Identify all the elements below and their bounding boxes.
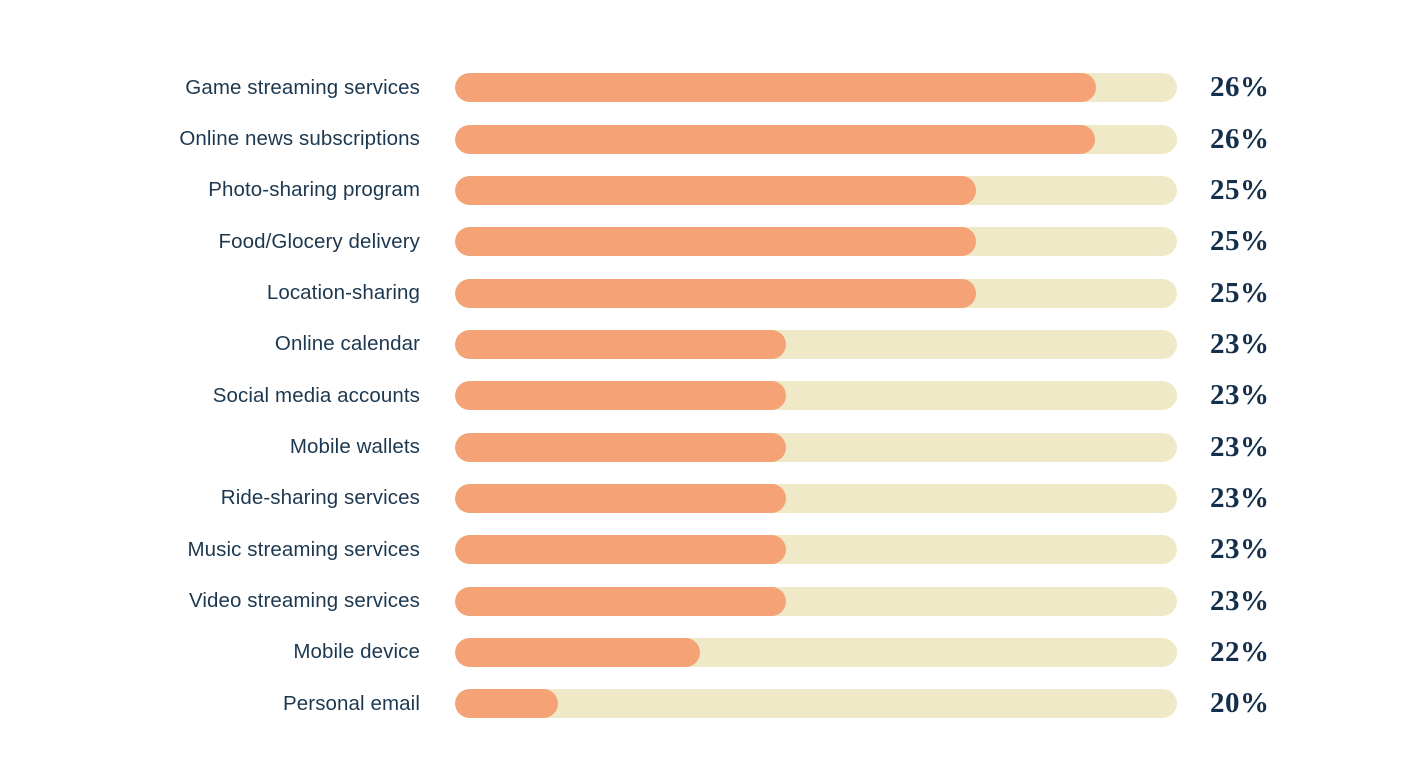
bar-value: 25% [1210, 276, 1270, 309]
bar-value: 25% [1210, 225, 1270, 258]
bar-value: 23% [1210, 481, 1270, 514]
bar-value: 23% [1210, 379, 1270, 412]
bar-fill [455, 535, 787, 565]
bar-label: Food/Glocery delivery [218, 229, 420, 253]
bar-value: 23% [1210, 327, 1270, 360]
bar-track [455, 637, 1177, 667]
bar-fill [455, 637, 700, 667]
bar-value: 26% [1210, 122, 1270, 155]
bar-row: Ride-sharing services 23% [0, 473, 1404, 524]
bar-track [455, 586, 1177, 616]
bar-row: Mobile wallets 23% [0, 421, 1404, 472]
bar-label: Game streaming services [185, 75, 420, 99]
bar-value: 20% [1210, 687, 1270, 720]
bar-fill [455, 432, 786, 462]
bar-row: Personal email 20% [0, 678, 1404, 729]
horizontal-bar-chart: Game streaming services 26% Online news … [0, 62, 1404, 729]
bar-row: Photo-sharing program 25% [0, 165, 1404, 216]
bar-track [455, 432, 1177, 462]
bar-track [455, 227, 1177, 257]
bar-track [455, 329, 1177, 359]
bar-fill [455, 483, 787, 513]
bar-row: Music streaming services 23% [0, 524, 1404, 575]
bar-row: Game streaming services 26% [0, 62, 1404, 113]
bar-fill [455, 329, 786, 359]
bar-fill [455, 73, 1097, 103]
bar-track [455, 73, 1177, 103]
bar-value: 23% [1210, 533, 1270, 566]
bar-row: Social media accounts 23% [0, 370, 1404, 421]
bar-fill [455, 381, 786, 411]
bar-label: Ride-sharing services [220, 486, 420, 510]
bar-value: 23% [1210, 584, 1270, 617]
bar-label: Photo-sharing program [208, 178, 420, 202]
bar-value: 25% [1210, 173, 1270, 206]
bar-track [455, 535, 1177, 565]
bar-label: Location-sharing [266, 281, 420, 305]
bar-fill [455, 586, 787, 616]
bar-value: 23% [1210, 430, 1270, 463]
bar-row: Food/Glocery delivery 25% [0, 216, 1404, 267]
chart-rows: Game streaming services 26% Online news … [0, 62, 1404, 729]
bar-track [455, 278, 1177, 308]
bar-track [455, 381, 1177, 411]
bar-row: Location-sharing 25% [0, 267, 1404, 318]
bar-row: Mobile device 22% [0, 627, 1404, 678]
bar-track [455, 689, 1177, 719]
bar-label: Music streaming services [187, 537, 420, 561]
bar-track [455, 175, 1177, 205]
bar-fill [455, 689, 558, 719]
bar-track [455, 483, 1177, 513]
bar-fill [455, 227, 977, 257]
bar-fill [455, 175, 977, 205]
bar-fill [455, 124, 1095, 154]
bar-value: 22% [1210, 635, 1270, 668]
bar-label: Online calendar [274, 332, 420, 356]
bar-label: Personal email [283, 691, 420, 715]
bar-label: Mobile wallets [289, 435, 420, 459]
bar-fill [455, 278, 977, 308]
bar-label: Video streaming services [188, 589, 420, 613]
bar-value: 26% [1210, 71, 1270, 104]
bar-row: Online calendar 23% [0, 319, 1404, 370]
bar-label: Social media accounts [212, 383, 420, 407]
bar-row: Online news subscriptions 26% [0, 113, 1404, 164]
bar-row: Video streaming services 23% [0, 575, 1404, 626]
bar-label: Mobile device [293, 640, 420, 664]
bar-track [455, 124, 1177, 154]
bar-label: Online news subscriptions [179, 127, 420, 151]
